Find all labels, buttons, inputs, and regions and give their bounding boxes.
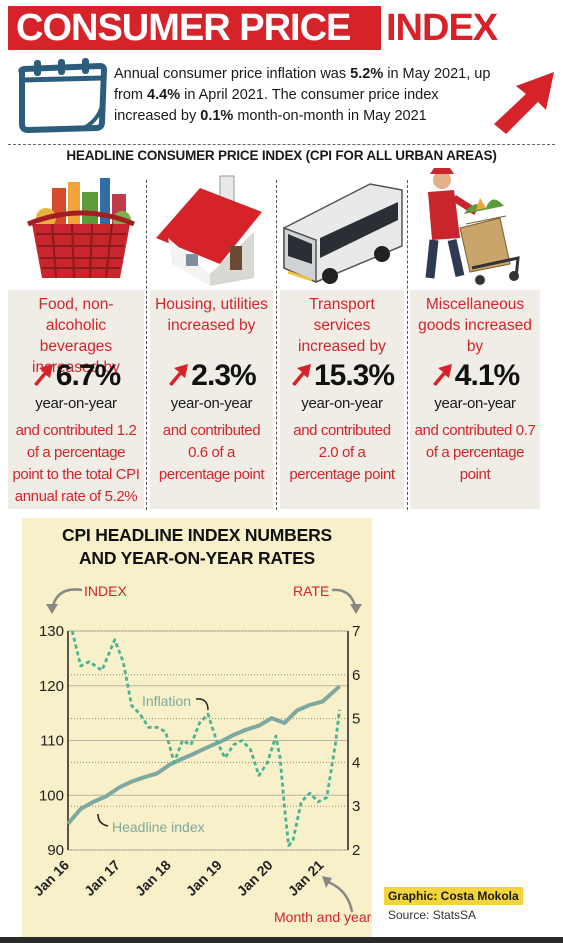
headline-index-line — [66, 684, 341, 826]
category-percentage: 6.7% — [8, 360, 144, 392]
headline-annotation: Headline index — [112, 819, 205, 835]
x-tick-label: Jan 19 — [183, 857, 225, 899]
up-arrow-icon — [494, 72, 554, 134]
category-percentage: 2.3% — [150, 360, 273, 392]
left-tick-label: 120 — [39, 678, 64, 695]
left-axis-arrow — [50, 588, 83, 611]
x-tick-label: Jan 18 — [132, 857, 174, 899]
chart-panel: CPI HEADLINE INDEX NUMBERS AND YEAR-ON-Y… — [22, 518, 372, 938]
x-axis-arrow — [327, 880, 354, 913]
category-yoy: year-on-year — [35, 395, 117, 412]
category-yoy: year-on-year — [170, 395, 253, 412]
right-axis-label: RATE — [293, 583, 329, 599]
inflation-annotation-arrow — [195, 698, 209, 711]
house-icon — [156, 175, 262, 286]
category-panel-housing: Housing, utilities increased by 2.3% yea… — [150, 290, 273, 509]
left-tick-label: 90 — [47, 842, 64, 859]
calendar-icon — [18, 58, 107, 133]
category-yoy: year-on-year — [301, 395, 383, 412]
category-contribution: and contributed 0.6 of a percentage poin… — [158, 422, 265, 483]
category-panel-transport: Transport services increased by 15.3% ye… — [280, 290, 404, 509]
inflation-line — [70, 630, 341, 848]
right-tick-label: 5 — [352, 711, 360, 728]
left-axis-label: INDEX — [84, 583, 127, 599]
right-axis-arrowhead — [350, 604, 362, 614]
grocery-basket-icon — [27, 178, 135, 279]
left-tick-label: 130 — [39, 623, 64, 640]
source-credit: Source: StatsSA — [388, 908, 477, 922]
left-tick-label: 100 — [39, 787, 64, 804]
x-tick-label: Jan 20 — [234, 857, 276, 899]
x-tick-label: Jan 21 — [285, 857, 327, 899]
right-tick-label: 4 — [352, 754, 360, 771]
inflation-annotation: Inflation — [142, 693, 191, 709]
chart-title: CPI HEADLINE INDEX NUMBERS AND YEAR-ON-Y… — [62, 525, 332, 568]
category-contribution: and contributed 0.7 of a percentage poin… — [414, 422, 536, 483]
category-title: Miscellaneous goods increased by — [418, 296, 532, 355]
column-divider — [407, 180, 408, 510]
right-tick-label: 7 — [352, 623, 360, 640]
title-primary: CONSUMER PRICE — [8, 6, 381, 50]
x-axis-arrowhead — [322, 876, 332, 888]
graphic-credit: Graphic: Costa Mokola — [384, 887, 523, 905]
category-title: Transport services increased by — [298, 296, 386, 355]
x-tick-label: Jan 16 — [30, 857, 72, 899]
up-arrow-icon — [432, 364, 452, 386]
category-title: Food, non-alcoholic beverages increased … — [32, 296, 120, 376]
intro-text: Annual consumer price inflation was 5.2%… — [114, 66, 491, 124]
right-tick-label: 3 — [352, 798, 360, 815]
headline-annotation-arrow — [97, 813, 109, 827]
bus-icon — [283, 183, 403, 284]
credits: Graphic: Costa Mokola Source: StatsSA — [384, 887, 523, 923]
category-panel-food: Food, non-alcoholic beverages increased … — [8, 290, 144, 509]
title-secondary: INDEX — [386, 7, 498, 49]
up-arrow-icon — [291, 364, 311, 386]
left-axis-arrowhead — [46, 604, 58, 614]
left-tick-label: 110 — [40, 733, 64, 750]
up-arrow-icon — [169, 364, 189, 386]
category-title: Housing, utilities increased by — [155, 296, 268, 334]
category-percentage: 15.3% — [280, 360, 404, 392]
category-contribution: and contributed 2.0 of a percentage poin… — [289, 422, 395, 483]
category-percentage: 4.1% — [410, 360, 540, 392]
category-panel-miscellaneous: Miscellaneous goods increased by 4.1% ye… — [410, 290, 540, 509]
column-divider — [146, 180, 147, 510]
right-tick-label: 6 — [352, 667, 360, 684]
column-divider — [276, 180, 277, 510]
x-tick-label: Jan 17 — [81, 857, 123, 899]
section-divider — [8, 144, 555, 145]
x-axis-label: Month and year — [274, 909, 372, 925]
bottom-strip — [0, 937, 563, 943]
category-contribution: and contributed 1.2 of a percentage poin… — [12, 422, 140, 505]
section-subheading: HEADLINE CONSUMER PRICE INDEX (CPI FOR A… — [66, 148, 497, 163]
right-tick-label: 2 — [352, 842, 360, 859]
delivery-trolley-icon — [425, 168, 520, 285]
category-yoy: year-on-year — [434, 395, 516, 412]
up-arrow-icon — [33, 364, 53, 386]
